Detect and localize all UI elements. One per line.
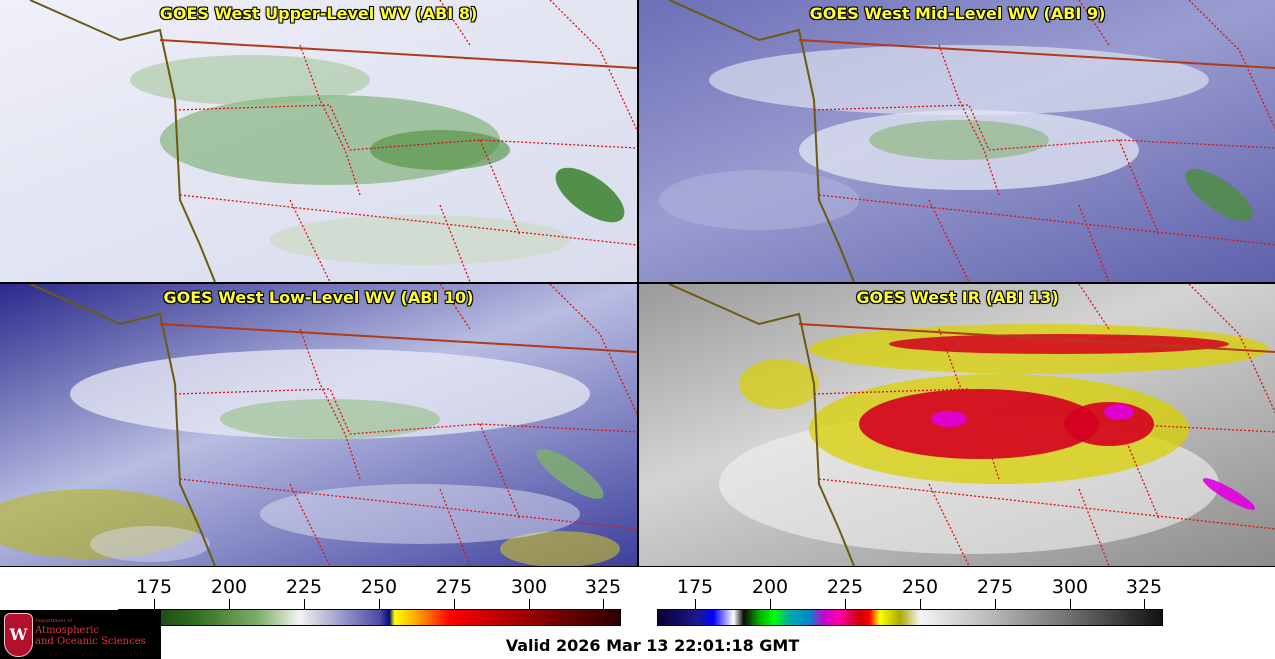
satellite-image-mid-wv	[659, 0, 1275, 282]
satellite-image-upper-wv	[29, 0, 637, 282]
tick-label: 325	[1125, 576, 1163, 598]
tick-label: 250	[901, 576, 939, 598]
panel-mid-level-wv: GOES West Mid-Level WV (ABI 9)	[639, 0, 1275, 282]
logo-line-2: and Oceanic Sciences	[35, 636, 146, 647]
tick-mark	[454, 599, 455, 609]
tick-mark	[845, 599, 846, 609]
tick-label: 325	[584, 576, 622, 598]
tick-label: 225	[826, 576, 864, 598]
tick-mark	[770, 599, 771, 609]
colorbar-right-tick-labels: 175 200 225 250 275 300 325	[0, 576, 1275, 598]
tick-label: 200	[751, 576, 789, 598]
logo-name: Atmospheric and Oceanic Sciences	[35, 625, 146, 647]
satellite-image-ir	[668, 284, 1275, 566]
tick-mark	[229, 599, 230, 609]
colorbar-right-tick-marks	[0, 599, 1275, 609]
tick-mark	[1070, 599, 1071, 609]
tick-label: 300	[1051, 576, 1089, 598]
uw-shield-icon: W	[4, 613, 33, 657]
tick-label: 250	[360, 576, 398, 598]
tick-mark	[695, 599, 696, 609]
colorbar-wv	[118, 609, 621, 626]
tick-mark	[603, 599, 604, 609]
valid-time: Valid 2026 Mar 13 22:01:18 GMT	[505, 636, 800, 655]
tick-label: 275	[976, 576, 1014, 598]
colorbar-left-tick-labels: 175 200 225 250 275 300 325	[0, 576, 637, 598]
panel-title: GOES West Low-Level WV (ABI 10)	[163, 288, 474, 307]
tick-label: 175	[676, 576, 714, 598]
tick-mark	[1144, 599, 1145, 609]
panel-title: GOES West Mid-Level WV (ABI 9)	[809, 4, 1106, 23]
panel-divider-horizontal	[0, 282, 1275, 284]
satellite-image-low-wv	[0, 284, 637, 566]
tick-label: 275	[435, 576, 473, 598]
logo-line-1: Atmospheric	[35, 625, 100, 636]
tick-mark	[920, 599, 921, 609]
tick-mark	[304, 599, 305, 609]
panel-title: GOES West Upper-Level WV (ABI 8)	[159, 4, 478, 23]
tick-mark	[529, 599, 530, 609]
image-bottom-border	[0, 566, 1275, 567]
tick-label: 175	[135, 576, 173, 598]
logo-department-text: Department of	[35, 618, 72, 624]
panel-title: GOES West IR (ABI 13)	[856, 288, 1059, 307]
tick-label: 300	[510, 576, 548, 598]
tick-label: 225	[285, 576, 323, 598]
colorbar-left-tick-marks	[0, 599, 637, 609]
panel-ir: GOES West IR (ABI 13)	[639, 284, 1275, 566]
tick-mark	[154, 599, 155, 609]
panel-upper-level-wv: GOES West Upper-Level WV (ABI 8)	[0, 0, 637, 282]
aos-logo[interactable]: W Department of Atmospheric and Oceanic …	[0, 610, 161, 659]
colorbar-ir	[657, 609, 1163, 626]
tick-mark	[995, 599, 996, 609]
shield-letter: W	[9, 625, 28, 644]
tick-mark	[379, 599, 380, 609]
tick-label: 200	[210, 576, 248, 598]
panel-low-level-wv: GOES West Low-Level WV (ABI 10)	[0, 284, 637, 566]
